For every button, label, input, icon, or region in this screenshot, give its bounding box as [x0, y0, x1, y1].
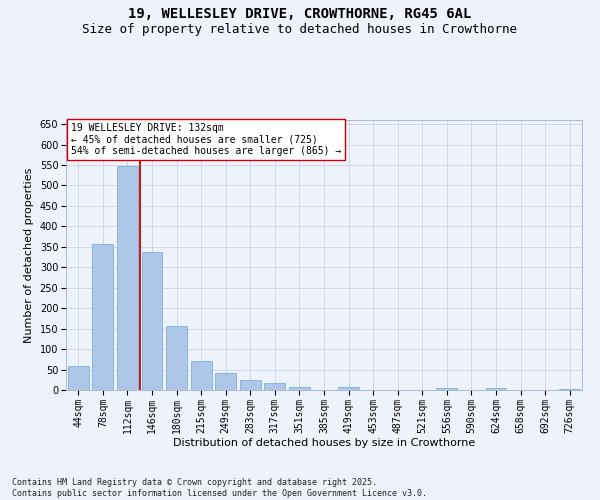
Bar [142, 252, 163, 390]
Bar [240, 380, 261, 390]
Bar [559, 389, 580, 390]
Bar [68, 366, 89, 390]
Text: 19, WELLESLEY DRIVE, CROWTHORNE, RG45 6AL: 19, WELLESLEY DRIVE, CROWTHORNE, RG45 6A… [128, 8, 472, 22]
Bar [117, 166, 138, 390]
Bar [265, 382, 286, 390]
Bar [215, 373, 236, 390]
Bar [166, 326, 187, 390]
Bar [436, 388, 457, 390]
Y-axis label: Number of detached properties: Number of detached properties [24, 168, 34, 342]
Text: 19 WELLESLEY DRIVE: 132sqm
← 45% of detached houses are smaller (725)
54% of sem: 19 WELLESLEY DRIVE: 132sqm ← 45% of deta… [71, 122, 341, 156]
Bar [485, 388, 506, 390]
Bar [92, 244, 113, 390]
Bar [289, 387, 310, 390]
Bar [338, 386, 359, 390]
Text: Size of property relative to detached houses in Crowthorne: Size of property relative to detached ho… [83, 22, 517, 36]
Bar [191, 362, 212, 390]
Text: Contains HM Land Registry data © Crown copyright and database right 2025.
Contai: Contains HM Land Registry data © Crown c… [12, 478, 427, 498]
X-axis label: Distribution of detached houses by size in Crowthorne: Distribution of detached houses by size … [173, 438, 475, 448]
